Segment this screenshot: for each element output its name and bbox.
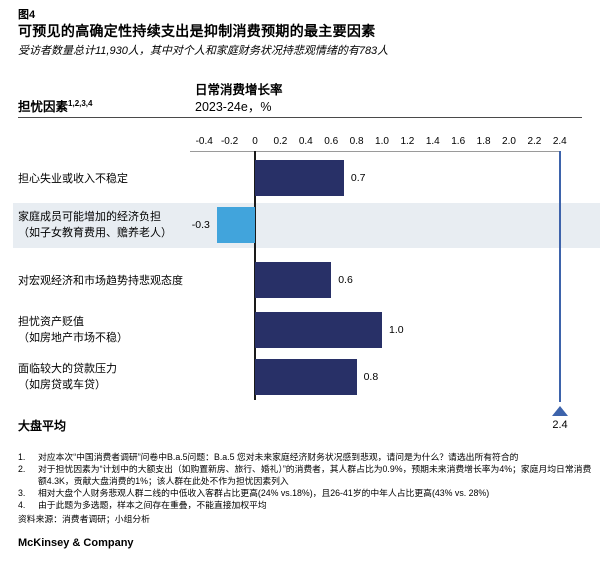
x-axis-line [190, 151, 561, 152]
axis-tick-label: -0.2 [220, 136, 239, 147]
axis-tick-label: 1.4 [425, 136, 440, 147]
bar-job-insecurity [255, 160, 344, 196]
axis-tick-label: 1.2 [400, 136, 415, 147]
bar-macro-pessimism [255, 262, 332, 298]
category-label: 面临较大的贷款压力 （如房贷或车贷） [18, 363, 117, 391]
highlighted-row-background [13, 203, 600, 248]
footnote-marker: 1,2,3,4 [68, 98, 93, 108]
axis-tick-label: -0.4 [195, 136, 213, 147]
column-header-unit: 2023-24e，% [195, 100, 272, 114]
axis-tick-label: 0 [252, 136, 258, 147]
bar-asset-depreciation [255, 312, 382, 348]
page-title: 可预见的高确定性持续支出是抑制消费预期的最主要因素 [18, 23, 376, 39]
footnote: 1. 对应本次“中国消费者调研”问卷中B.a.5问题：B.a.5 您对未来家庭经… [18, 452, 519, 462]
column-header-factors: 担忧因素1,2,3,4 [18, 96, 92, 115]
axis-tick-label: 0.4 [298, 136, 313, 147]
axis-ticks: -0.4 -0.2 0 0.2 0.4 0.6 0.8 1.0 1.2 1.4 1.6 1.8 2.0 2… [0, 136, 600, 148]
bar-family-burden [216, 207, 255, 243]
axis-tick-label: 0.6 [324, 136, 339, 147]
footnote: 2. 对于担忧因素为“计划中的大额支出（如购置新房、旅行、婚礼）”的消费者，其人… [18, 464, 592, 486]
footnotes: 1. 对应本次“中国消费者调研”问卷中B.a.5问题：B.a.5 您对未来家庭经… [18, 452, 592, 526]
category-label: 对宏观经济和市场趋势持悲观态度 [18, 275, 183, 287]
category-label: 担心失业或收入不稳定 [18, 173, 128, 185]
axis-tick-label: 2.4 [552, 136, 567, 147]
bar-value-label: 0.6 [338, 274, 353, 286]
axis-tick-label: 2.0 [502, 136, 516, 147]
bar-value-label: 0.7 [350, 172, 366, 184]
bar-value-label: 0.8 [363, 371, 379, 383]
axis-tick-label: 1.8 [476, 136, 491, 147]
column-header-factors-label: 担忧因素 [18, 100, 69, 114]
axis-tick-label: 1.0 [375, 136, 389, 147]
benchmark-triangle-marker [552, 406, 568, 416]
benchmark-reference-line [559, 151, 561, 402]
axis-tick-label: 2.2 [527, 136, 542, 147]
axis-tick-label: 0.2 [273, 136, 288, 147]
benchmark-label: 大盘平均 [18, 419, 67, 433]
axis-tick-label: 0.8 [349, 136, 364, 147]
header-divider [18, 117, 582, 118]
footnote: 4. 由于此题为多选题，样本之间存在重叠，不能直接加权平均 [18, 500, 267, 511]
axis-tick-label: 1.6 [451, 136, 466, 147]
bar-value-label: 1.0 [389, 324, 404, 336]
footnote: 3. 相对大盘个人财务悲观人群二线的中低收入客群占比更高(24% vs.18%)… [18, 487, 490, 498]
bar-value-label: -0.3 [191, 219, 210, 231]
column-header-metric: 日常消费增长率 [195, 83, 283, 97]
source-line: 资料来源：消费者调研；小组分析 [18, 514, 150, 525]
bar-loan-pressure [255, 359, 357, 395]
figure-number: 图4 [18, 9, 36, 21]
page-subtitle: 受访者数量总计11,930人，其中对个人和家庭财务状况持悲观情绪的有783人 [18, 45, 389, 57]
benchmark-value: 2.4 [552, 419, 568, 431]
category-label: 家庭成员可能增加的经济负担 （如子女教育费用、赡养老人） [18, 211, 172, 239]
category-label: 担忧资产贬值 （如房地产市场不稳） [18, 316, 128, 344]
brand-logo-text: McKinsey & Company [18, 537, 134, 549]
